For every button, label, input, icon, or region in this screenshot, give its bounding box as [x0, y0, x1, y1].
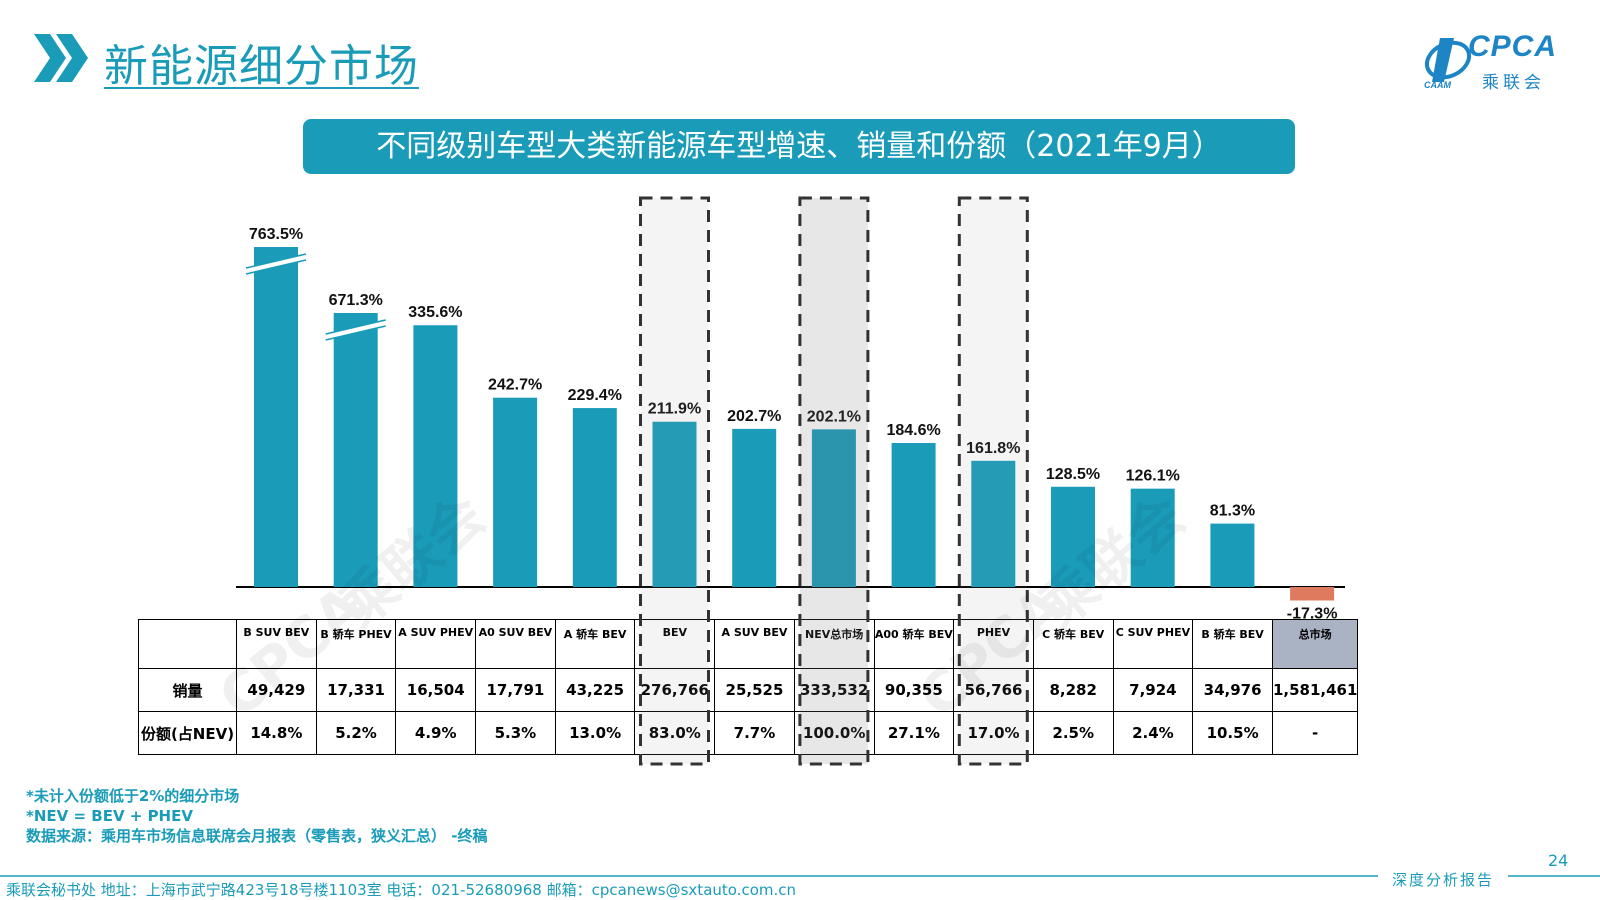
sales-cell: 17,791	[475, 668, 556, 712]
sales-cell: 49,429	[236, 668, 317, 712]
data-label-8: 184.6%	[886, 422, 940, 439]
share-cell: 14.8%	[236, 711, 317, 755]
chart-title-banner: 不同级别车型大类新能源车型增速、销量和份额（2021年9月）	[303, 119, 1295, 174]
footnote-item: 数据来源：乘用车市场信息联席会月报表（零售表，狭义汇总） -终稿	[26, 827, 488, 845]
bar-6	[732, 428, 777, 587]
cpca-logo-mark-icon: CAAM	[1424, 38, 1472, 90]
data-label-0: 763.5%	[249, 226, 303, 243]
sales-cell: 7,924	[1112, 668, 1194, 712]
logo-brand-cn: 乘联会	[1482, 73, 1545, 93]
share-cell: 5.2%	[315, 711, 397, 755]
axis-break-slash-0-0	[245, 253, 307, 269]
footer-tagline: 深度分析报告	[1392, 871, 1495, 889]
column-header: 总市场	[1271, 619, 1359, 669]
share-cell: 2.5%	[1032, 711, 1114, 755]
share-cell: 10.5%	[1192, 711, 1273, 755]
axis-break-slash-0-1	[245, 259, 307, 275]
logo-brand: CPCA	[1468, 30, 1558, 63]
page-number: 24	[1548, 851, 1569, 870]
bar-0	[254, 247, 298, 587]
sales-cell: 90,355	[873, 668, 955, 712]
data-label-13: -17.3%	[1287, 605, 1338, 620]
column-header: A0 SUV BEV	[475, 619, 556, 669]
share-cell: 7.7%	[714, 711, 795, 755]
cpca-logo: CAAM CPCA 乘联会	[1420, 28, 1570, 93]
row-label-sales: 销量	[138, 668, 237, 712]
bar-4	[572, 408, 617, 587]
column-header: C 轿车 BEV	[1032, 619, 1114, 669]
axis-break-slash-1-1	[325, 325, 386, 341]
bar-2	[413, 325, 458, 587]
data-label-4: 229.4%	[568, 387, 622, 404]
table-corner-cell	[138, 619, 237, 669]
footer-contact: 乘联会秘书处 地址：上海市武宁路423号18号楼1103室 电话：021-526…	[6, 881, 797, 899]
share-cell: -	[1271, 711, 1359, 755]
sales-cell: 43,225	[554, 668, 636, 712]
data-label-3: 242.7%	[488, 377, 542, 394]
axis-break-gap-1	[325, 320, 386, 340]
share-cell: 2.4%	[1112, 711, 1194, 755]
row-label-share: 份额(占NEV)	[138, 711, 237, 755]
bar-1	[333, 313, 378, 587]
footnote-item: *NEV = BEV + PHEV	[26, 807, 193, 825]
data-label-12: 81.3%	[1210, 503, 1255, 520]
share-cell: 4.9%	[395, 711, 477, 755]
footnotes: *未计入份额低于2%的细分市场 *NEV = BEV + PHEV 数据来源：乘…	[26, 786, 487, 846]
header-chevron-icon	[34, 34, 88, 82]
data-label-2: 335.6%	[408, 304, 462, 321]
logo-mark-text: CAAM	[1424, 80, 1451, 90]
sales-cell: 8,282	[1032, 668, 1114, 712]
axis-break-gap-0	[246, 254, 306, 274]
bar-10	[1051, 486, 1095, 587]
sales-cell: 16,504	[395, 668, 477, 712]
footnote-item: *未计入份额低于2%的细分市场	[26, 787, 240, 805]
column-header: A SUV PHEV	[395, 619, 477, 669]
column-header: B 轿车 BEV	[1192, 619, 1273, 669]
column-header: B 轿车 PHEV	[315, 619, 397, 669]
axis-break-slash-1-0	[325, 319, 386, 335]
bar-3	[493, 397, 538, 587]
bar-12	[1210, 523, 1255, 587]
bar-13	[1290, 587, 1335, 601]
data-label-6: 202.7%	[727, 408, 781, 425]
share-cell: 27.1%	[873, 711, 955, 755]
data-label-1: 671.3%	[329, 292, 383, 309]
sales-cell: 1,581,461	[1271, 668, 1359, 712]
share-cell: 13.0%	[554, 711, 636, 755]
data-label-11: 126.1%	[1126, 468, 1180, 485]
column-header: B SUV BEV	[236, 619, 317, 669]
share-cell: 5.3%	[475, 711, 556, 755]
data-label-10: 128.5%	[1046, 466, 1100, 483]
bar-11	[1130, 488, 1175, 587]
sales-cell: 17,331	[315, 668, 397, 712]
bar-8	[891, 443, 936, 587]
page-title: 新能源细分市场	[104, 41, 419, 92]
